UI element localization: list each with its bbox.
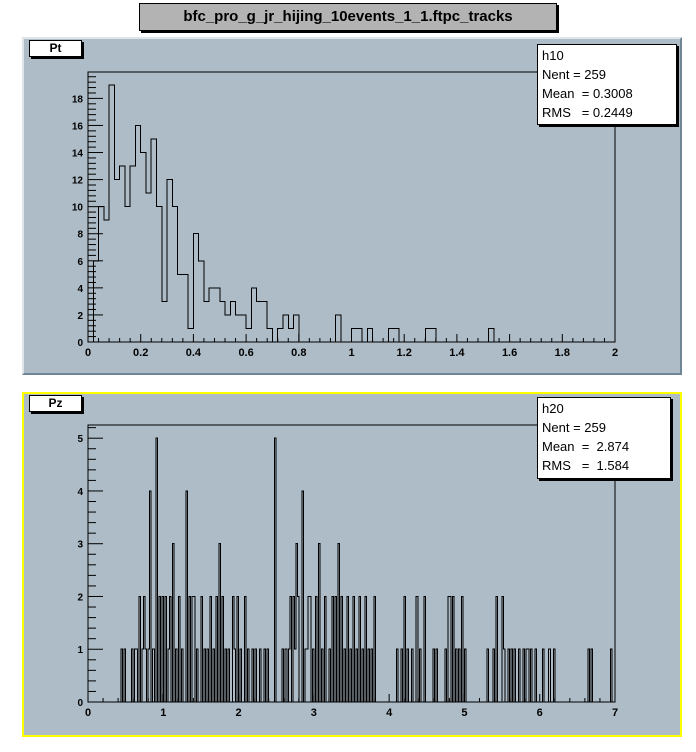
stats-mean: Mean = 0.3008 [542,86,633,101]
x-tick-label: 0.4 [186,347,202,359]
y-tick-label: 1 [77,645,83,656]
x-tick-label: 3 [311,707,317,719]
y-tick-label: 10 [72,203,84,214]
y-tick-label: 18 [72,94,84,105]
y-tick-label: 16 [72,121,84,132]
x-tick-label: 5 [461,707,467,719]
stats-rms: RMS = 1.584 [542,458,630,473]
y-tick-label: 0 [77,698,83,709]
y-tick-label: 2 [77,592,83,603]
x-tick-label: 0 [85,707,91,719]
y-tick-label: 8 [77,230,83,241]
x-tick-label: 0.6 [238,347,253,359]
y-tick-label: 14 [72,149,84,160]
x-tick-label: 7 [612,707,618,719]
x-tick-label: 2 [236,707,242,719]
y-tick-label: 6 [77,257,83,268]
pad-pz-histogram[interactable]: 0 1 2 3 4 5 6 7 0 1 2 3 4 5 Pz h20 Nent = 259 Mean = … [22,392,682,737]
stats-nent: Nent = 259 [542,420,606,435]
x-tick-label: 1.6 [502,347,517,359]
x-tick-label: 0.8 [291,347,306,359]
y-tick-label: 5 [77,434,83,445]
x-tick-label: 0 [85,347,91,359]
stats-name: h20 [542,401,564,416]
y-tick-label: 2 [77,311,83,322]
x-tick-label: 1 [348,347,354,359]
pz-histogram-plot: 0 1 2 3 4 5 6 7 0 1 2 3 4 5 [77,424,618,719]
y-tick-label: 4 [77,487,83,498]
y-tick-label: 0 [77,338,83,349]
histogram-title-pt: Pt [29,40,82,57]
x-tick-label: 1.2 [397,347,412,359]
pad-pt-histogram[interactable]: 0 0.2 0.4 0.6 0.8 1 1.2 1.4 1.6 1.8 2 0 2 4 6 8 10 12 14 16… [22,37,682,375]
stats-nent: Nent = 259 [542,67,606,82]
x-tick-label: 1 [160,707,166,719]
y-tick-label: 12 [72,176,84,187]
stats-rms: RMS = 0.2449 [542,105,633,120]
y-tick-label: 3 [77,540,83,551]
histogram-line [88,437,615,703]
x-tick-label: 1.8 [555,347,570,359]
x-tick-label: 4 [386,707,393,719]
histogram-title-pz: Pz [29,395,82,412]
x-tick-label: 0.2 [133,347,148,359]
x-tick-label: 6 [537,707,543,719]
stats-box-h20[interactable]: h20 Nent = 259 Mean = 2.874 RMS = 1.584 [537,397,671,479]
stats-box-h10[interactable]: h10 Nent = 259 Mean = 0.3008 RMS = 0.244… [537,44,677,125]
x-tick-label: 1.4 [449,347,465,359]
stats-name: h10 [542,48,564,63]
pt-histogram-plot: 0 0.2 0.4 0.6 0.8 1 1.2 1.4 1.6 1.8 2 0 2 4 6 8 10 12 14 16… [72,71,618,359]
stats-mean: Mean = 2.874 [542,439,630,454]
x-tick-label: 2 [612,347,618,359]
canvas-title: bfc_pro_g_jr_hijing_10events_1_1.ftpc_tr… [139,3,557,31]
y-tick-label: 4 [77,284,83,295]
histogram-line [88,84,615,343]
